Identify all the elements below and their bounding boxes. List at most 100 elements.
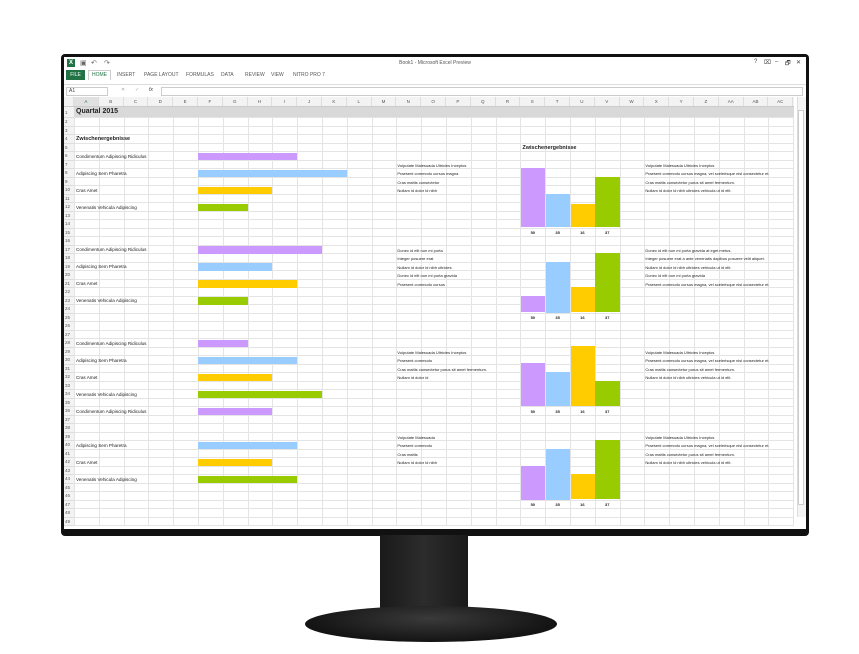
tab-insert[interactable]: INSERT [117,72,136,78]
row-header-17[interactable]: 17 [64,245,74,254]
row-header-28[interactable]: 28 [64,339,74,348]
column-header-t[interactable]: T [545,97,570,106]
column-header-w[interactable]: W [620,97,645,106]
column-header-l[interactable]: L [347,97,372,106]
row-header-40[interactable]: 40 [64,441,74,450]
row-header-43[interactable]: 43 [64,466,74,475]
column-header-s[interactable]: S [520,97,546,106]
tab-nitro-pro[interactable]: NITRO PRO 7 [293,72,325,78]
row-header-47[interactable]: 47 [64,500,74,509]
column-header-ab[interactable]: AB [744,97,769,106]
row-header-33[interactable]: 33 [64,381,74,390]
row-header-29[interactable]: 29 [64,347,74,356]
row-header-38[interactable]: 38 [64,424,74,433]
column-header-k[interactable]: K [322,97,347,106]
row-header-30[interactable]: 30 [64,356,74,365]
row-header-10[interactable]: 10 [64,186,74,195]
tab-home[interactable]: HOME [88,70,111,80]
tab-data[interactable]: DATA [221,72,234,78]
row-header-44[interactable]: 44 [64,475,74,484]
column-header-o[interactable]: O [421,97,446,106]
column-header-e[interactable]: E [173,97,198,106]
row-header-8[interactable]: 8 [64,169,74,178]
minimize-button[interactable]: – [775,59,779,65]
tab-review[interactable]: REVIEW [245,72,265,78]
column-header-z[interactable]: Z [694,97,719,106]
insert-function-icon[interactable]: fx [149,87,153,93]
column-header-n[interactable]: N [396,97,422,106]
name-box[interactable]: A1 [66,87,108,96]
row-header-46[interactable]: 46 [64,492,74,501]
row-header-45[interactable]: 45 [64,483,74,492]
row-header-25[interactable]: 25 [64,313,74,322]
row-header-35[interactable]: 35 [64,398,74,407]
row-header-42[interactable]: 42 [64,458,74,467]
row-header-16[interactable]: 16 [64,237,74,246]
save-icon[interactable]: ▣ [80,60,87,67]
row-header-24[interactable]: 24 [64,305,74,314]
column-header-c[interactable]: C [124,97,149,106]
row-header-27[interactable]: 27 [64,330,74,339]
column-header-b[interactable]: B [99,97,124,106]
row-header-15[interactable]: 15 [64,228,74,237]
row-header-34[interactable]: 34 [64,390,74,399]
row-header-49[interactable]: 49 [64,517,74,526]
column-header-m[interactable]: M [372,97,397,106]
row-header-32[interactable]: 32 [64,373,74,382]
row-header-23[interactable]: 23 [64,296,74,305]
close-button[interactable]: ✕ [796,60,802,66]
tab-page-layout[interactable]: PAGE LAYOUT [144,72,179,78]
row-header-48[interactable]: 48 [64,509,74,518]
column-header-q[interactable]: Q [471,97,496,106]
column-header-p[interactable]: P [446,97,471,106]
row-header-4[interactable]: 4 [64,135,74,144]
row-header-1[interactable]: 1 [64,107,74,118]
row-header-37[interactable]: 37 [64,415,74,424]
column-header-r[interactable]: R [496,97,521,106]
column-header-f[interactable]: F [198,97,223,106]
row-header-2[interactable]: 2 [64,118,74,127]
row-header-36[interactable]: 36 [64,407,74,416]
select-all-corner[interactable] [64,97,74,106]
row-header-41[interactable]: 41 [64,449,74,458]
row-header-14[interactable]: 14 [64,220,74,229]
scrollbar-thumb[interactable] [798,110,804,505]
column-header-ac[interactable]: AC [768,97,794,106]
row-header-39[interactable]: 39 [64,432,74,441]
tab-view[interactable]: VIEW [271,72,284,78]
column-header-i[interactable]: I [272,97,298,106]
column-header-j[interactable]: J [297,97,322,106]
undo-icon[interactable]: ↶ [91,60,97,67]
formula-input[interactable] [161,87,803,96]
row-header-21[interactable]: 21 [64,279,74,288]
row-header-3[interactable]: 3 [64,126,74,135]
column-header-g[interactable]: G [223,97,248,106]
row-header-11[interactable]: 11 [64,194,74,203]
row-header-31[interactable]: 31 [64,364,74,373]
help-button[interactable]: ? [754,59,758,65]
row-header-20[interactable]: 20 [64,271,74,280]
column-header-a[interactable]: A [74,97,99,106]
column-header-h[interactable]: H [248,97,273,106]
column-header-u[interactable]: U [570,97,595,106]
row-header-6[interactable]: 6 [64,152,74,161]
row-header-13[interactable]: 13 [64,211,74,220]
row-header-22[interactable]: 22 [64,288,74,297]
restore-button[interactable]: 🗗 [785,61,791,67]
row-header-26[interactable]: 26 [64,322,74,331]
column-header-y[interactable]: Y [669,97,694,106]
row-header-7[interactable]: 7 [64,160,74,169]
column-header-aa[interactable]: AA [719,97,744,106]
redo-icon[interactable]: ↷ [104,60,110,67]
row-header-9[interactable]: 9 [64,177,74,186]
tab-formulas[interactable]: FORMULAS [186,72,214,78]
row-header-18[interactable]: 18 [64,254,74,263]
tab-file[interactable]: FILE [66,70,85,80]
column-header-d[interactable]: D [148,97,174,106]
column-header-v[interactable]: V [595,97,620,106]
enter-icon[interactable]: ✓ [135,87,140,93]
column-header-x[interactable]: X [644,97,670,106]
cancel-icon[interactable]: ✕ [121,87,126,93]
row-header-19[interactable]: 19 [64,262,74,271]
ribbon-display-button[interactable]: ⌧ [764,60,771,66]
